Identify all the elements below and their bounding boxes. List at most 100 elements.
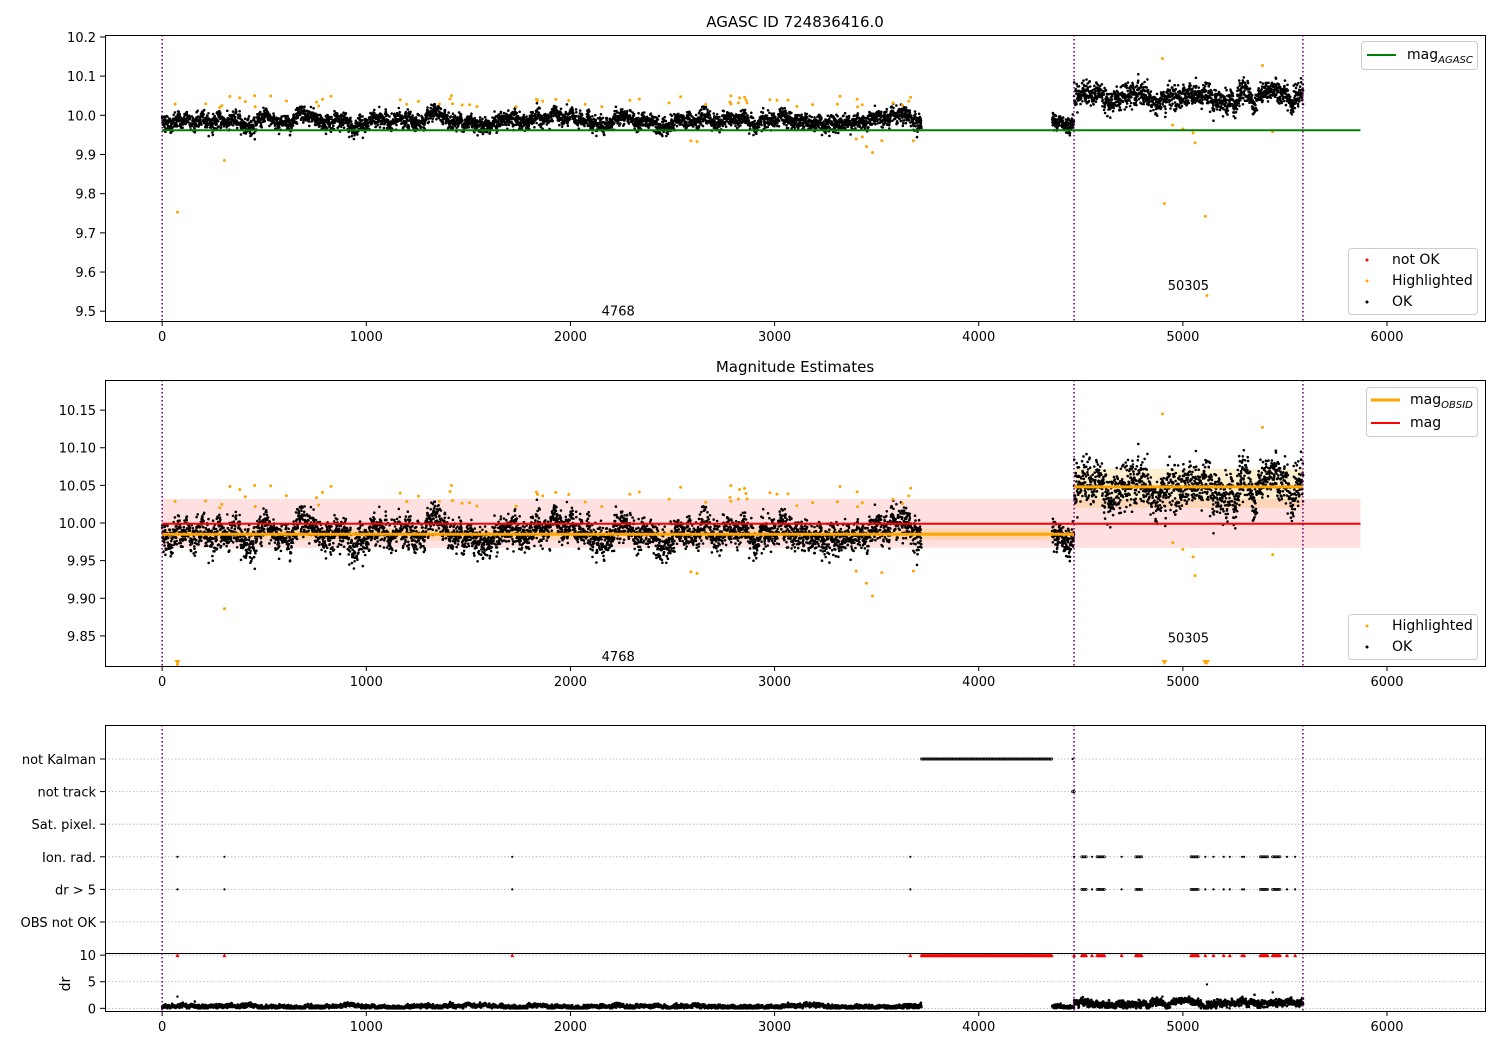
ok-point (601, 116, 605, 120)
ok-point (378, 105, 381, 109)
ok-point (1100, 96, 1104, 99)
ok-point (619, 122, 622, 125)
ok-point (1158, 102, 1162, 105)
ok-point (280, 115, 284, 118)
ok-point (1104, 89, 1108, 92)
ok-point (383, 121, 387, 125)
ok-point (250, 132, 254, 136)
ok-point (876, 122, 879, 125)
ok-point (914, 112, 917, 116)
ok-point (826, 114, 830, 118)
ok-point (505, 123, 508, 127)
ok-point (245, 122, 249, 126)
ok-point (583, 124, 586, 128)
ok-point (1077, 85, 1081, 88)
ok-point (476, 134, 479, 137)
ok-point (1149, 90, 1153, 93)
ok-point (575, 110, 578, 114)
ok-point (352, 137, 356, 141)
ok-point (847, 114, 851, 118)
ok-point (400, 114, 404, 117)
ok-point (411, 114, 414, 117)
ok-point (783, 106, 786, 110)
ok-point (398, 110, 402, 114)
ok-point (694, 113, 698, 117)
ok-point (805, 116, 809, 119)
ok-point (721, 124, 725, 128)
ok-point (480, 120, 484, 123)
ok-point (1152, 108, 1155, 112)
ok-point (213, 114, 216, 118)
ok-point (393, 113, 397, 117)
ok-point (360, 118, 364, 122)
ok-point (785, 112, 789, 115)
ok-point (885, 110, 888, 113)
ok-point (1082, 79, 1085, 82)
ok-point (217, 120, 220, 123)
ok-point (1103, 106, 1107, 109)
ok-point (226, 109, 229, 113)
ok-point (507, 109, 510, 112)
ok-point (1161, 103, 1164, 106)
ok-point (889, 116, 892, 120)
ok-point (1096, 83, 1100, 87)
ok-point (234, 108, 238, 111)
ok-point (1061, 119, 1065, 122)
ok-point (766, 125, 769, 129)
ok-point (901, 124, 905, 128)
ok-point (820, 116, 823, 119)
ok-point (251, 124, 255, 128)
ok-point (1090, 95, 1094, 98)
ok-point (461, 119, 464, 122)
ok-point (348, 135, 351, 139)
ok-point (1142, 100, 1146, 104)
ok-point (904, 121, 908, 125)
ok-point (774, 115, 777, 119)
ok-point (166, 115, 169, 119)
ok-point (1068, 133, 1072, 137)
ok-point (349, 116, 352, 120)
ok-point (755, 132, 758, 135)
ok-point (776, 122, 779, 125)
ok-point (1171, 102, 1174, 106)
ok-point (395, 123, 398, 127)
ok-point (371, 121, 374, 125)
ok-point (718, 125, 721, 128)
ok-point (761, 111, 765, 114)
ok-point (1156, 114, 1159, 117)
ok-point (715, 113, 719, 116)
ok-point (250, 120, 253, 124)
ok-point (558, 123, 561, 127)
ok-point (1163, 94, 1167, 98)
ok-point (753, 119, 756, 123)
ok-point (538, 107, 541, 110)
ok-point (232, 113, 236, 116)
ok-point (175, 125, 179, 128)
ok-point (1112, 106, 1115, 110)
ok-point (569, 117, 572, 121)
ok-point (708, 113, 712, 117)
ok-point (666, 132, 670, 136)
ok-point (303, 105, 306, 108)
ok-point (785, 124, 788, 127)
ok-point (1125, 102, 1129, 105)
ok-point (172, 113, 175, 117)
ok-point (1094, 90, 1097, 93)
ok-point (349, 120, 353, 123)
ok-point (571, 109, 575, 113)
ok-point (1111, 109, 1115, 113)
ok-point (1106, 114, 1109, 118)
ok-point (407, 125, 411, 128)
ok-point (761, 106, 765, 110)
ok-point (625, 109, 629, 113)
ok-point (813, 116, 816, 119)
ok-point (909, 124, 913, 128)
ok-point (576, 123, 580, 127)
ok-point (1061, 116, 1065, 119)
ok-point (397, 106, 401, 110)
ok-point (527, 124, 531, 127)
ok-point (591, 131, 594, 135)
ok-point (1128, 99, 1131, 102)
ok-point (1137, 72, 1140, 76)
